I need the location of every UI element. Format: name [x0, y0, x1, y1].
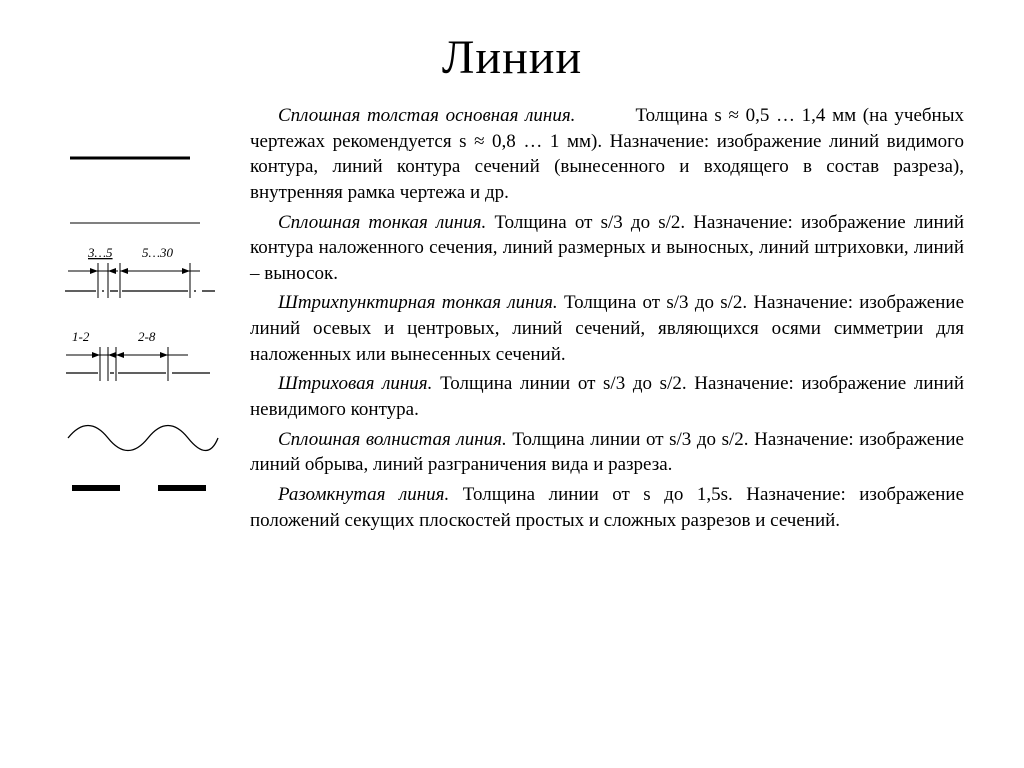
- para-3: Штрихпунктирная тонкая линия. Толщина от…: [250, 290, 964, 367]
- para-6: Разомкнутая линия. Толщина линии от s до…: [250, 482, 964, 533]
- text-column: Сплошная толстая основная линия. Толщина…: [250, 103, 964, 537]
- para-3-lead: Штрихпунктирная тонкая линия.: [278, 292, 558, 313]
- diagram-open-line: [60, 463, 220, 513]
- para-1-lead: Сплошная толстая основная линия.: [278, 105, 575, 126]
- diagram-thin-line: [60, 183, 210, 243]
- dashed-gap-label: 1-2: [72, 329, 90, 344]
- para-2: Сплошная тонкая линия. Толщина от s/3 до…: [250, 210, 964, 287]
- dashdot-dash-label: 5…30: [142, 245, 174, 260]
- para-6-lead: Разомкнутая линия.: [278, 484, 449, 505]
- para-5: Сплошная волнистая линия. Толщина линии …: [250, 427, 964, 478]
- page: Линии 3…5 5…30: [0, 0, 1024, 768]
- dashdot-gap-label: 3…5: [87, 245, 113, 260]
- content-row: 3…5 5…30: [60, 103, 964, 537]
- diagram-dashed: 1-2 2-8: [60, 323, 220, 403]
- diagrams-column: 3…5 5…30: [60, 103, 230, 537]
- diagram-wavy: [60, 403, 220, 463]
- para-2-lead: Сплошная тонкая линия.: [278, 212, 486, 233]
- para-1: Сплошная толстая основная линия. Толщина…: [250, 103, 964, 206]
- page-title: Линии: [60, 30, 964, 85]
- para-4: Штриховая линия. Толщина линии от s/3 до…: [250, 371, 964, 422]
- dashed-dash-label: 2-8: [138, 329, 156, 344]
- para-4-lead: Штриховая линия.: [278, 373, 432, 394]
- diagram-dashdot: 3…5 5…30: [60, 243, 220, 323]
- diagram-thick-line: [60, 133, 210, 183]
- para-5-lead: Сплошная волнистая линия.: [278, 429, 507, 450]
